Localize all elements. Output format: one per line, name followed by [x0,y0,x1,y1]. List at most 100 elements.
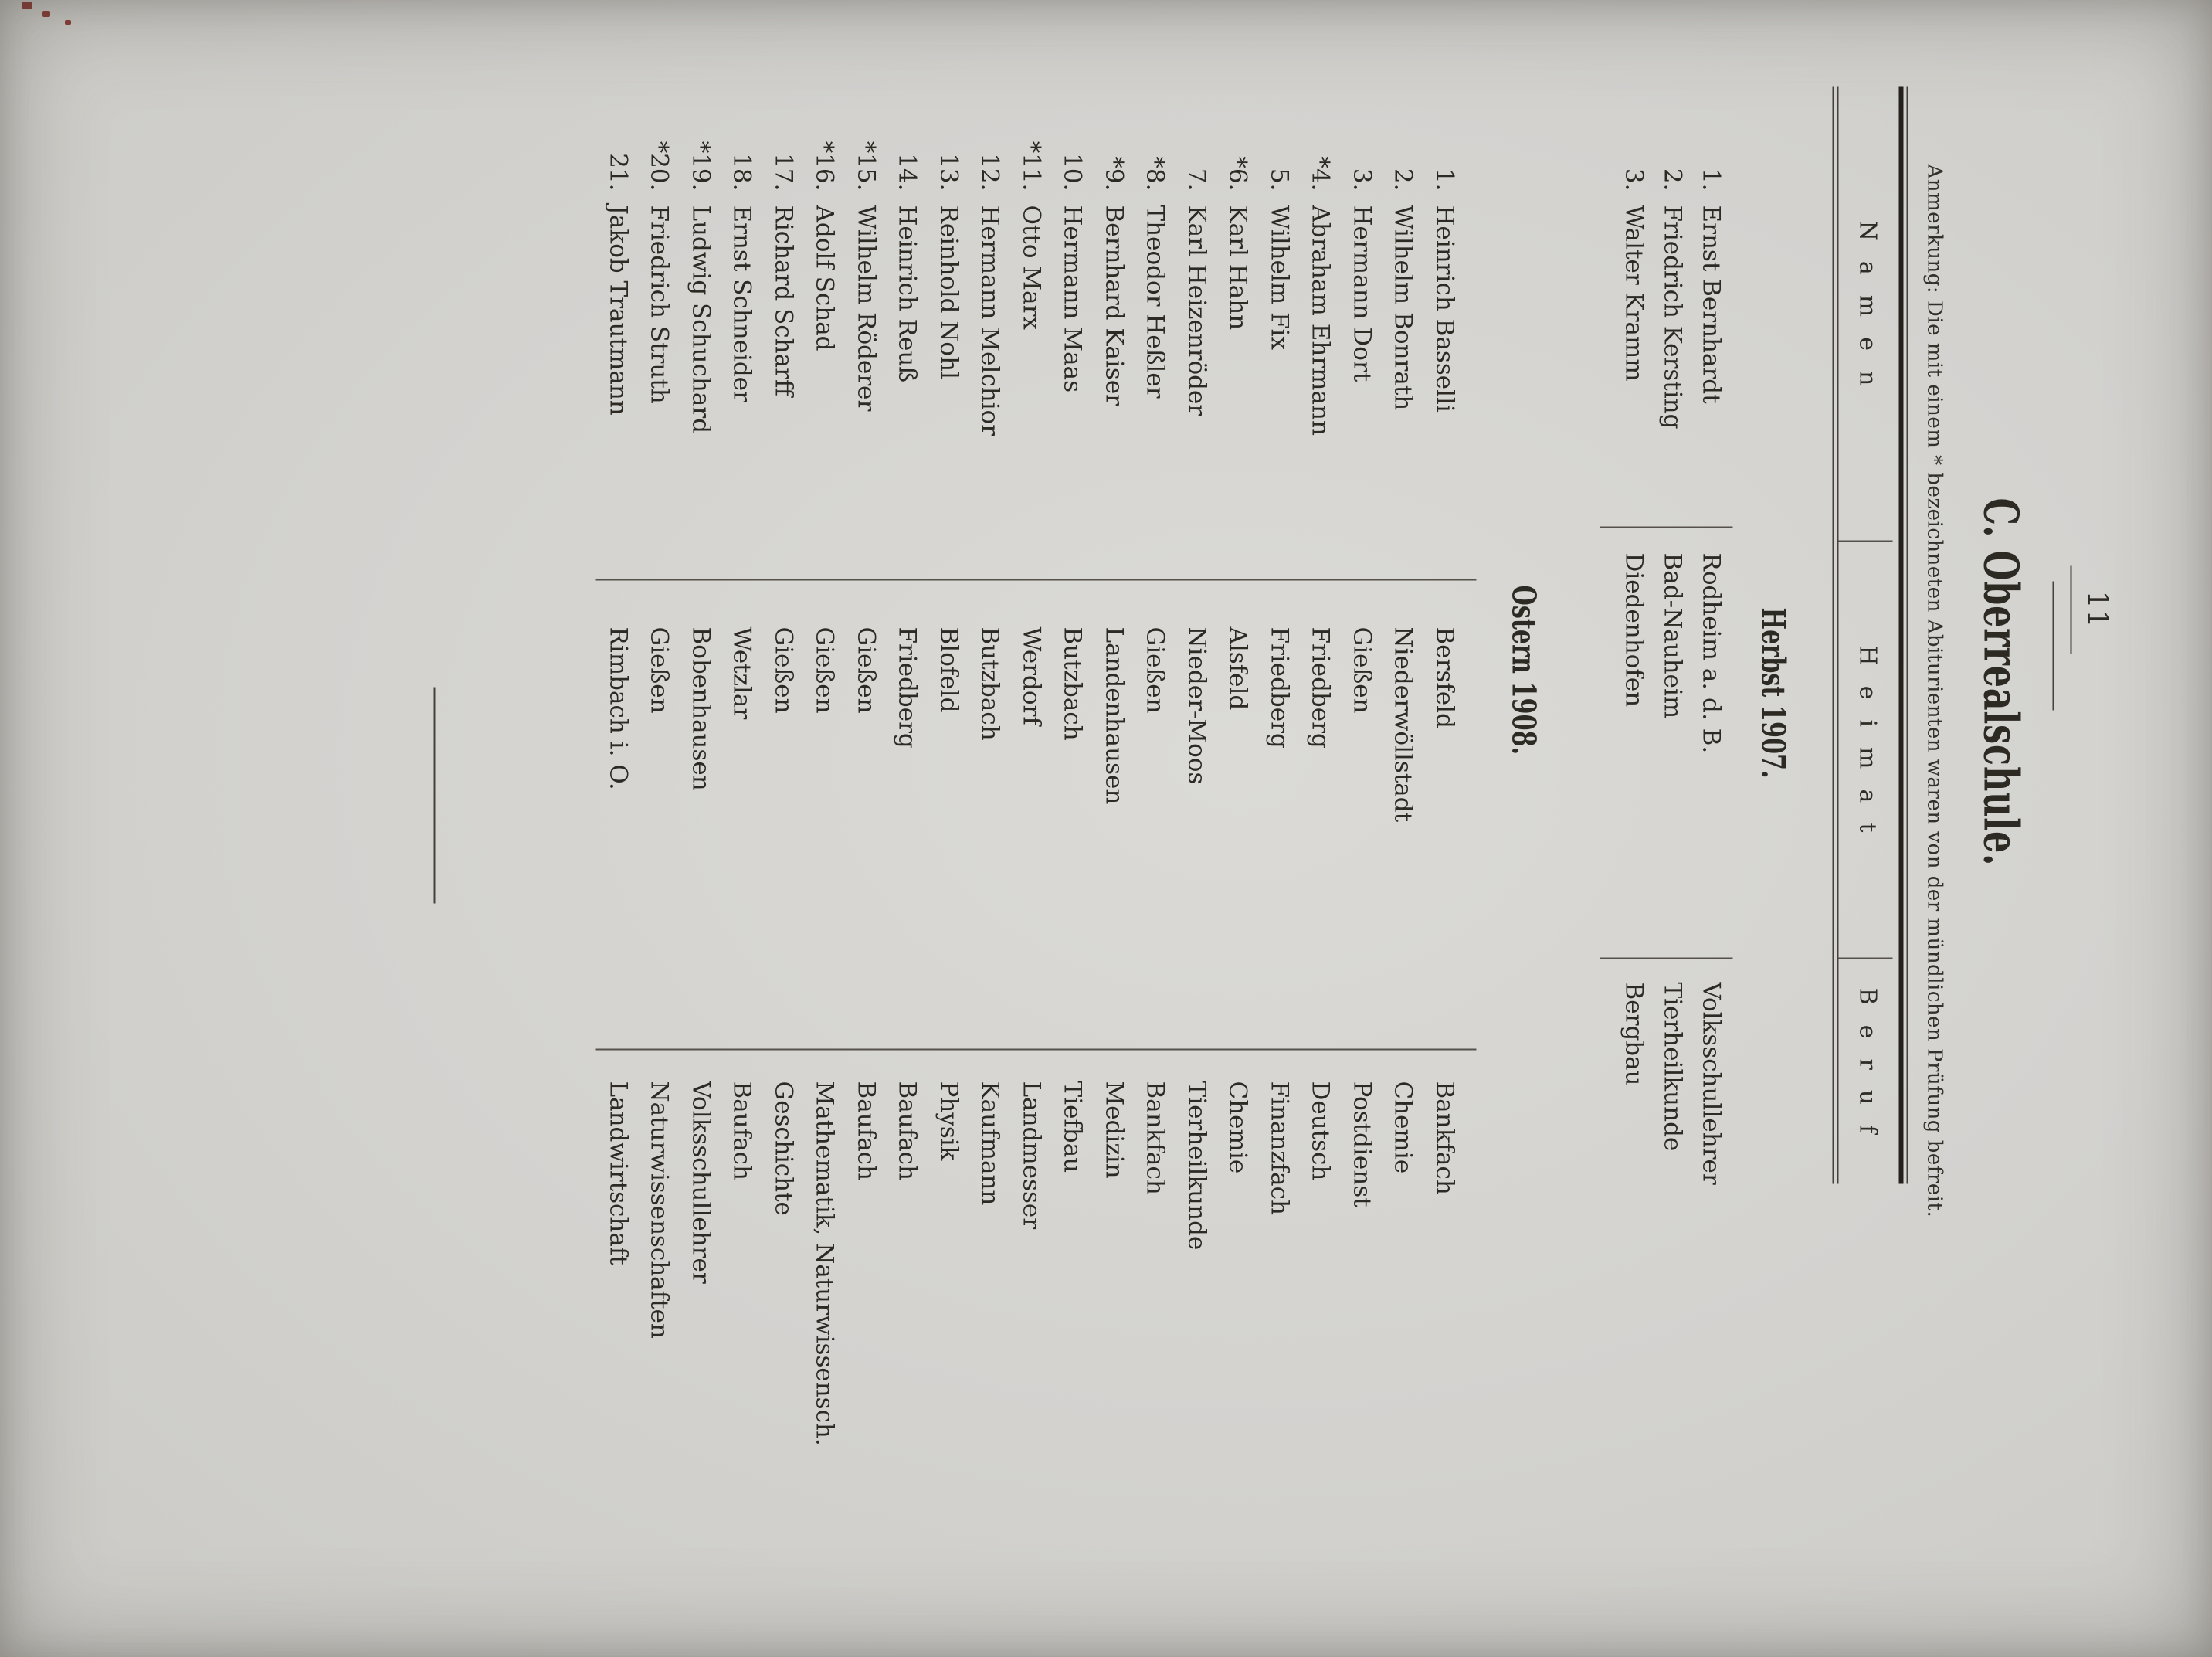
cell-name: Ernst Bernhardt [1697,205,1725,404]
cell-number: *15. [852,141,880,192]
cell-heimat: Alsfeld [1223,626,1252,711]
cell-beruf: Medizin [1100,1081,1128,1179]
cell-number: 14. [893,153,921,192]
cell-beruf: Baufach [852,1081,880,1181]
cell-heimat: Blofeld [935,626,963,713]
cell-heimat: Wetzlar [728,626,756,720]
cell-name: Adolf Schad [810,205,839,351]
header-cell-divider-2 [1837,957,1893,959]
table-row: *16. Adolf Schad Gießen Mathematik, Naturwi… [803,0,839,1657]
cell-number: 12. [975,153,1004,192]
cell-number: 1. [1697,168,1725,192]
table-row: *6. Karl Hahn Alsfeld Chemie [1216,0,1252,1657]
cell-name: Jakob Trautmann [604,205,633,416]
cell-number: 21. [604,153,633,192]
section-heading: Herbst 1907. [1754,607,1793,779]
cell-number: 10. [1058,153,1087,192]
cell-beruf: Deutsch [1306,1081,1335,1181]
cell-heimat: Rimbach i. O. [604,626,633,790]
scan-artifact-speck [65,20,71,25]
cell-heimat: Bersfeld [1430,626,1459,728]
cell-number: *6. [1223,156,1252,192]
table-row: 7. Karl Heizenröder Nieder-Moos Tierheilkun… [1176,0,1211,1657]
cell-beruf: Bankfach [1141,1081,1169,1195]
table-row: 13. Reinhold Nohl Blofeld Physik [928,0,963,1657]
cell-heimat: Friedberg [893,626,921,749]
cell-heimat: Butzbach [1058,626,1087,741]
cell-heimat: Niederwöllstadt [1389,626,1417,823]
cell-name: Heinrich Basselli [1430,205,1459,413]
cell-name: Otto Marx [1017,205,1046,330]
table-row: *8. Theodor Heßler Gießen Bankfach [1134,0,1169,1657]
cell-number: 3. [1348,168,1376,192]
cell-name: Walter Kramm [1620,205,1648,382]
column-header-beruf: Beruf [1854,987,1881,1154]
cell-heimat: Werdorf [1017,626,1046,725]
cell-heimat: Nieder-Moos [1182,626,1211,785]
cell-beruf: Naturwissenschaften [645,1081,673,1339]
table-row: 1. Ernst Bernhardt Rodheim a. d. B. Volkssc… [1690,0,1725,1657]
cell-beruf: Postdienst [1348,1081,1376,1207]
cell-name: Wilhelm Fix [1265,205,1294,351]
cell-number: 2. [1389,168,1417,192]
cell-beruf: Tiefbau [1058,1081,1087,1173]
cell-number: *4. [1306,156,1335,192]
cell-name: Reinhold Nohl [935,205,963,379]
cell-name: Theodor Heßler [1141,205,1169,399]
cell-name: Richard Scharff [769,205,798,396]
table-row: *11. Otto Marx Werdorf Landmesser [1010,0,1046,1657]
cell-beruf: Finanzfach [1265,1081,1294,1215]
page-title: C. Oberrealschule. [1973,497,2030,867]
cell-number: 17. [769,153,798,192]
table-row: 1. Heinrich Basselli Bersfeld Bankfach [1423,0,1459,1657]
cell-heimat: Bobenhausen [687,626,715,791]
section-heading: Ostern 1908. [1505,585,1543,755]
scan-artifact-speck [42,11,50,17]
cell-name: Wilhelm Röderer [852,205,880,412]
cell-beruf: Volksschullehrer [1697,982,1725,1185]
table-row: *4. Abraham Ehrmann Friedberg Deutsch [1299,0,1335,1657]
cell-heimat: Gießen [645,626,673,714]
cell-beruf: Landwirtschaft [604,1081,633,1265]
cell-name: Bernhard Kaiser [1100,205,1128,406]
cell-heimat: Diedenhofen [1620,552,1648,708]
cell-number: *8. [1141,156,1169,192]
cell-number: *11. [1017,141,1046,192]
cell-beruf: Volksschullehrer [687,1081,715,1284]
cell-name: Abraham Ehrmann [1306,205,1335,436]
cell-heimat: Gießen [1348,626,1376,714]
cell-beruf: Landmesser [1017,1081,1046,1230]
table-row: 2. Friedrich Kersting Bad-Nauheim Tierheilk… [1651,0,1687,1657]
cell-name: Friedrich Struth [645,205,673,404]
header-bottom-rule-b [1832,86,1834,1184]
cell-name: Hermann Dort [1348,205,1376,382]
cell-beruf: Mathematik, Naturwissensch. [810,1081,839,1446]
cell-heimat: Gießen [810,626,839,714]
cell-number: *20. [645,141,673,192]
page-number-underline [2070,565,2072,654]
header-bottom-rule-a [1837,86,1839,1184]
cell-name: Friedrich Kersting [1658,205,1687,430]
cell-beruf: Kaufmann [975,1081,1004,1206]
cell-number: *16. [810,141,839,192]
footnote-annotation: Anmerkung: Die mit einem * bezeichneten … [1922,164,1946,1218]
cell-beruf: Baufach [728,1081,756,1181]
column-header-namen: Namen [1854,220,1881,406]
cell-beruf: Chemie [1223,1081,1252,1174]
cell-beruf: Bergbau [1620,982,1648,1086]
table-row: *15. Wilhelm Röderer Gießen Baufach [845,0,880,1657]
cell-heimat: Gießen [1141,626,1169,714]
table-row: 3. Walter Kramm Diedenhofen Bergbau [1613,0,1648,1657]
cell-number: 1. [1430,168,1459,192]
cell-beruf: Chemie [1389,1081,1417,1174]
cell-number: 13. [935,153,963,192]
table-top-rule-thin [1906,86,1908,1184]
table-row: 12. Hermann Melchior Butzbach Kaufmann [969,0,1004,1657]
table-row: 10. Hermann Maas Butzbach Tiefbau [1051,0,1087,1657]
table-top-rule-thick [1898,86,1904,1184]
cell-name: Karl Heizenröder [1182,205,1211,416]
scan-artifact-speck [22,2,32,9]
cell-heimat: Rodheim a. d. B. [1697,552,1725,754]
cell-number: 3. [1620,168,1648,192]
